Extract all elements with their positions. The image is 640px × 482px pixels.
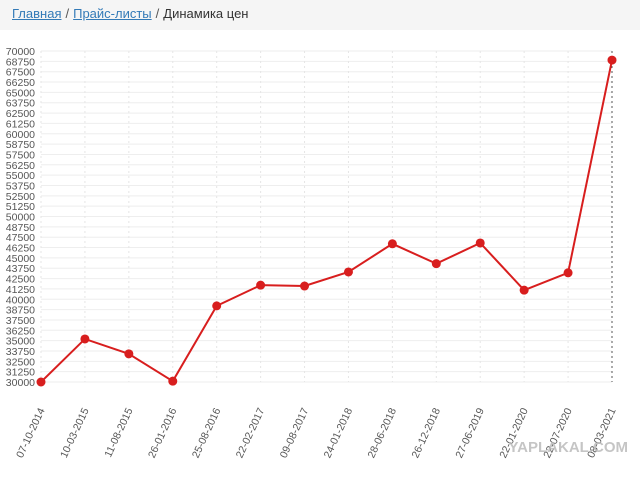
price-point xyxy=(431,259,441,269)
y-tick-label: 38750 xyxy=(6,305,35,317)
price-point xyxy=(256,280,266,290)
y-tick-label: 50000 xyxy=(6,212,35,224)
price-point xyxy=(387,239,397,249)
y-tick-label: 56250 xyxy=(6,160,35,172)
y-tick-label: 55000 xyxy=(6,170,35,182)
price-point xyxy=(343,267,353,277)
y-tick-label: 35000 xyxy=(6,336,35,348)
y-tick-label: 70000 xyxy=(6,46,35,58)
y-tick-label: 42500 xyxy=(6,274,35,286)
y-tick-label: 66250 xyxy=(6,77,35,89)
y-tick-label: 57500 xyxy=(6,149,35,161)
price-point xyxy=(475,238,485,248)
breadcrumb-link[interactable]: Главная xyxy=(12,6,62,21)
y-tick-label: 51250 xyxy=(6,201,35,213)
x-tick-label: 26-12-2018 xyxy=(409,406,443,460)
x-tick-label: 07-10-2014 xyxy=(14,406,48,460)
chart: 3000031250325003375035000362503750038750… xyxy=(6,46,628,460)
price-point xyxy=(300,281,310,291)
y-tick-label: 32500 xyxy=(6,356,35,368)
y-tick-label: 63750 xyxy=(6,98,35,110)
price-point xyxy=(168,376,178,386)
price-point xyxy=(607,55,617,65)
price-point xyxy=(124,349,134,359)
x-tick-label: 24-01-2018 xyxy=(322,406,356,460)
x-tick-label: 25-08-2016 xyxy=(190,406,224,460)
y-tick-label: 36250 xyxy=(6,325,35,337)
breadcrumb: Главная / Прайс-листы / Динамика цен xyxy=(0,0,640,30)
y-tick-label: 68750 xyxy=(6,56,35,68)
x-tick-label: 28-06-2018 xyxy=(366,406,400,460)
y-tick-label: 62500 xyxy=(6,108,35,120)
y-tick-label: 33750 xyxy=(6,346,35,358)
x-tick-label: 10-03-2015 xyxy=(58,406,92,460)
price-line xyxy=(40,59,613,383)
y-tick-label: 45000 xyxy=(6,253,35,265)
price-point xyxy=(80,334,90,344)
x-tick-label: 11-08-2015 xyxy=(102,406,135,459)
x-tick-label: 26-01-2016 xyxy=(146,406,180,460)
breadcrumb-separator: / xyxy=(65,6,70,21)
y-tick-label: 53750 xyxy=(6,180,35,192)
x-tick-label: 27-06-2019 xyxy=(453,406,487,460)
y-tick-label: 30000 xyxy=(6,377,35,389)
y-tick-label: 65000 xyxy=(6,87,35,99)
y-tick-label: 60000 xyxy=(6,129,35,141)
y-tick-label: 48750 xyxy=(6,222,35,234)
price-point xyxy=(563,268,573,278)
y-tick-label: 46250 xyxy=(6,243,35,255)
watermark: YAPLAKAL.COM xyxy=(509,439,628,456)
price-point xyxy=(212,301,222,311)
y-tick-label: 41250 xyxy=(6,284,35,296)
breadcrumb-link[interactable]: Прайс-листы xyxy=(73,6,152,21)
y-tick-label: 61250 xyxy=(6,118,35,130)
price-point xyxy=(519,285,529,295)
y-tick-label: 40000 xyxy=(6,294,35,306)
price-point xyxy=(36,377,46,387)
y-tick-label: 52500 xyxy=(6,191,35,203)
y-tick-label: 37500 xyxy=(6,315,35,327)
y-tick-label: 31250 xyxy=(6,367,35,379)
x-tick-label: 09-08-2017 xyxy=(278,406,312,460)
y-tick-label: 47500 xyxy=(6,232,35,244)
y-tick-label: 43750 xyxy=(6,263,35,275)
breadcrumb-current: Динамика цен xyxy=(163,6,249,21)
breadcrumb-separator: / xyxy=(155,6,160,21)
x-tick-label: 22-02-2017 xyxy=(234,406,268,460)
y-tick-label: 58750 xyxy=(6,139,35,151)
y-tick-label: 67500 xyxy=(6,67,35,79)
